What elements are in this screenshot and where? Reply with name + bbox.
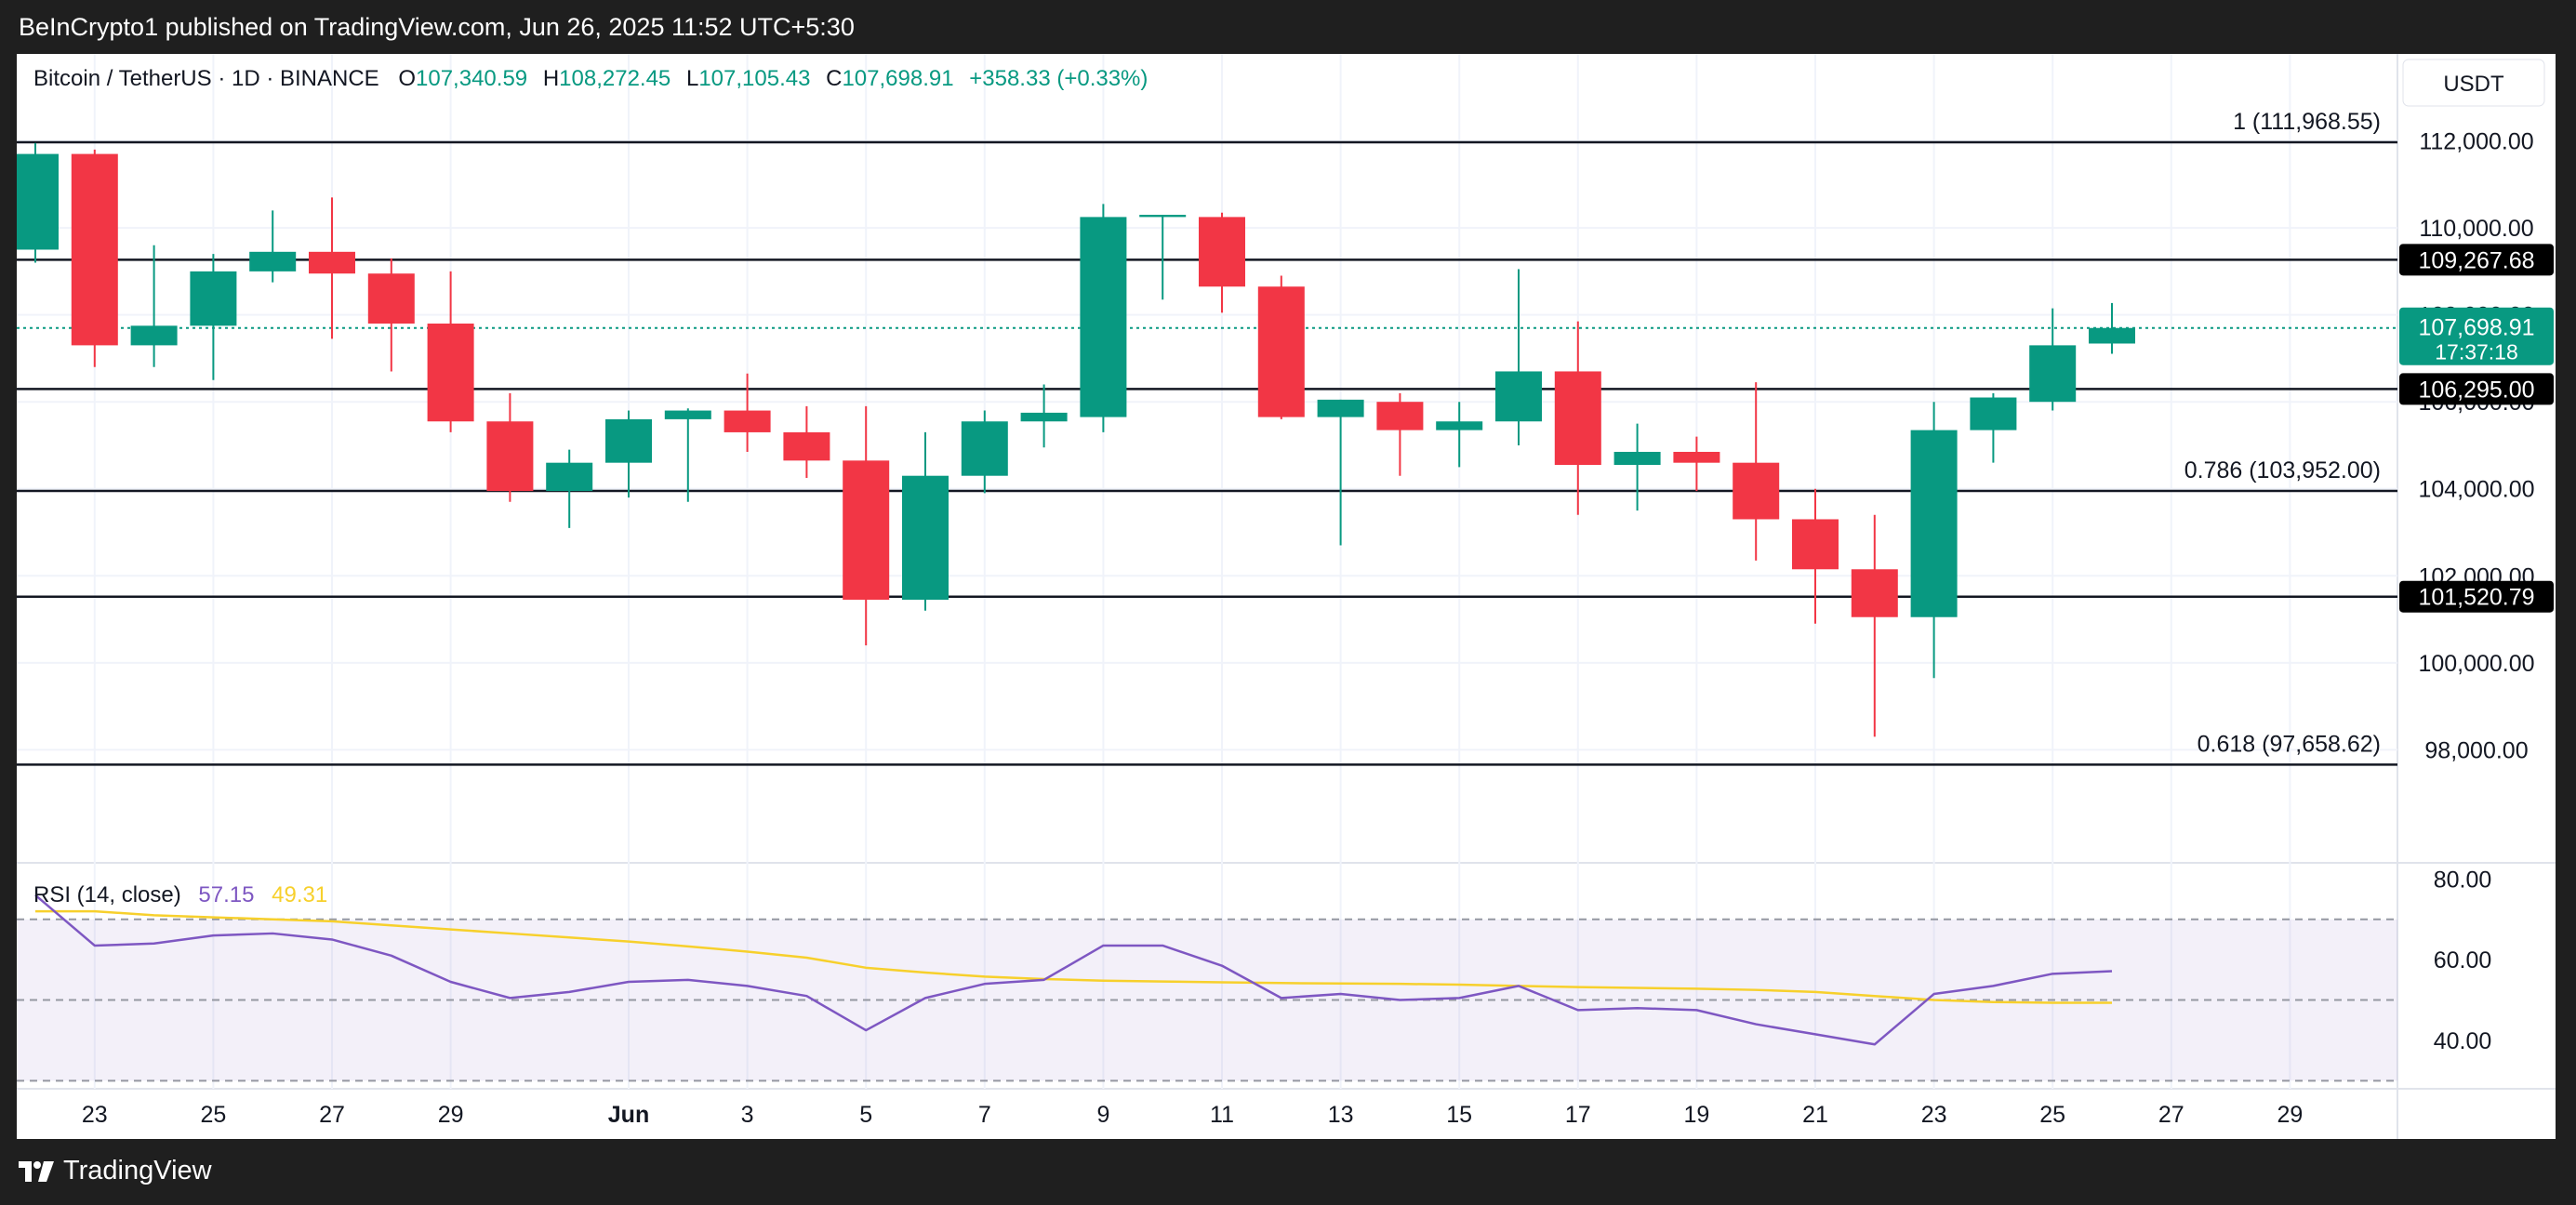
time-axis-label: 9 <box>1096 1102 1109 1128</box>
level-price-tag <box>2399 373 2554 405</box>
time-axis-label: 7 <box>978 1102 991 1128</box>
candle-down[interactable] <box>71 153 118 346</box>
svg-text:Bitcoin / TetherUS · 1D · BINA: Bitcoin / TetherUS · 1D · BINANCE O107,3… <box>33 66 1148 91</box>
candle-up[interactable] <box>1613 451 1661 466</box>
time-axis-label: 5 <box>859 1102 872 1128</box>
time-axis-label: 23 <box>1921 1102 1947 1128</box>
price-axis-label: 104,000.00 <box>2418 477 2534 503</box>
candle-up[interactable] <box>1139 215 1187 218</box>
candle-up[interactable] <box>190 271 237 326</box>
svg-text:RSI (14, close) 57.15: RSI (14, close) 57.15 49.31 <box>33 882 327 907</box>
time-axis-label: 19 <box>1683 1102 1709 1128</box>
currency-label: USDT <box>2443 72 2504 97</box>
last-price-tag <box>2399 307 2554 365</box>
candle-down[interactable] <box>1257 286 1305 417</box>
candle-countdown: 17:37:18 <box>2435 340 2518 364</box>
time-axis-label: Jun <box>608 1102 649 1128</box>
candle-up[interactable] <box>249 251 297 271</box>
time-axis-label: 3 <box>741 1102 754 1128</box>
time-axis-label: 15 <box>1446 1102 1472 1128</box>
rsi-axis-label: 60.00 <box>2434 947 2492 973</box>
last-price-tag-label: 107,698.91 <box>2418 315 2534 341</box>
candle-down[interactable] <box>1673 451 1720 463</box>
candle-up[interactable] <box>1436 421 1483 430</box>
fib-level-label: 1 (111,968.55) <box>2233 109 2381 135</box>
legend-close: 107,698.91 <box>842 66 953 91</box>
time-axis-label: 25 <box>2039 1102 2065 1128</box>
time-axis-label: 23 <box>82 1102 108 1128</box>
rsi-ma-line <box>35 909 2112 1004</box>
candle-up[interactable] <box>961 421 1008 476</box>
candle-up[interactable] <box>902 475 949 601</box>
publisher-bar: BeInCrypto1 published on TradingView.com… <box>0 0 2576 54</box>
time-axis-label: 11 <box>1210 1102 1234 1128</box>
candle-up[interactable] <box>1970 397 2017 430</box>
price-axis-label: 98,000.00 <box>2424 737 2528 763</box>
candle-up[interactable] <box>605 418 652 463</box>
currency-button[interactable] <box>2402 59 2545 107</box>
candle-down[interactable] <box>1376 402 1424 430</box>
time-axis-label: 25 <box>200 1102 226 1128</box>
rsi-title: RSI (14, close) <box>33 882 181 907</box>
legend-low: 107,105.43 <box>698 66 810 91</box>
time-axis-label: 17 <box>1565 1102 1591 1128</box>
footer-brand: TradingView <box>63 1156 212 1185</box>
rsi-ma-value: 49.31 <box>272 882 327 907</box>
legend-change: +358.33 (+0.33%) <box>969 66 1148 91</box>
time-axis-label: 21 <box>1802 1102 1828 1128</box>
candle-down[interactable] <box>1733 462 1780 520</box>
level-price-tag-label: 101,520.79 <box>2418 585 2534 611</box>
time-axis-label: 29 <box>438 1102 464 1128</box>
fib-level-label: 0.618 (97,658.62) <box>2198 731 2381 757</box>
price-chart[interactable]: 1 (111,968.55) 0.786 (103,952.00) 0.618 (9… <box>12 54 2556 1139</box>
candle-down[interactable] <box>486 421 534 492</box>
candle-up[interactable] <box>12 153 59 250</box>
legend-open: 107,340.59 <box>416 66 527 91</box>
candle-down[interactable] <box>1851 569 1898 617</box>
level-price-tag <box>2399 580 2554 613</box>
candle-up[interactable] <box>1080 217 1127 417</box>
candle-down[interactable] <box>309 251 355 274</box>
candle-down[interactable] <box>843 460 890 601</box>
rsi-axis-label: 40.00 <box>2434 1028 2492 1054</box>
candle-down[interactable] <box>427 324 474 422</box>
legend-high: 108,272.45 <box>559 66 671 91</box>
tradingview-logo-icon <box>19 1160 54 1182</box>
time-axis-label: 13 <box>1328 1102 1354 1128</box>
candle-down[interactable] <box>783 431 830 461</box>
legend-symbol: Bitcoin / TetherUS · 1D · BINANCE <box>33 66 379 91</box>
price-axis-label: 112,000.00 <box>2419 129 2533 155</box>
candle-up[interactable] <box>546 462 593 492</box>
chart-frame: 1 (111,968.55) 0.786 (103,952.00) 0.618 (9… <box>12 54 2556 1139</box>
rsi-axis-label: 80.00 <box>2434 867 2492 893</box>
fib-level-label: 0.786 (103,952.00) <box>2184 457 2381 483</box>
level-price-tag-label: 106,295.00 <box>2418 377 2534 403</box>
candle-down[interactable] <box>1199 217 1245 287</box>
tradingview-logo[interactable]: TradingView <box>19 1156 212 1186</box>
candle-up[interactable] <box>1317 399 1364 417</box>
rsi-line <box>34 894 2113 1046</box>
footer-bar: TradingView <box>0 1139 2576 1205</box>
price-axis-label: 110,000.00 <box>2419 216 2533 242</box>
level-price-tag <box>2399 244 2554 276</box>
level-price-tag-label: 109,267.68 <box>2418 247 2534 273</box>
candle-down[interactable] <box>1554 371 1601 466</box>
price-axis-label: 100,000.00 <box>2418 651 2534 677</box>
candle-up[interactable] <box>1020 412 1068 422</box>
time-axis-label: 27 <box>319 1102 345 1128</box>
candle-up[interactable] <box>130 325 178 346</box>
candle-down[interactable] <box>724 410 771 432</box>
time-axis-label: 29 <box>2277 1102 2303 1128</box>
candle-up[interactable] <box>2029 345 2077 403</box>
candle-up[interactable] <box>1495 371 1542 422</box>
published-text: BeInCrypto1 published on TradingView.com… <box>19 13 855 41</box>
candle-down[interactable] <box>1792 519 1839 570</box>
time-axis-label: 27 <box>2158 1102 2184 1128</box>
candle-down[interactable] <box>367 273 415 324</box>
candle-up[interactable] <box>1910 430 1958 617</box>
candle-up[interactable] <box>2089 327 2135 344</box>
candle-up[interactable] <box>664 410 711 419</box>
rsi-value: 57.15 <box>198 882 254 907</box>
